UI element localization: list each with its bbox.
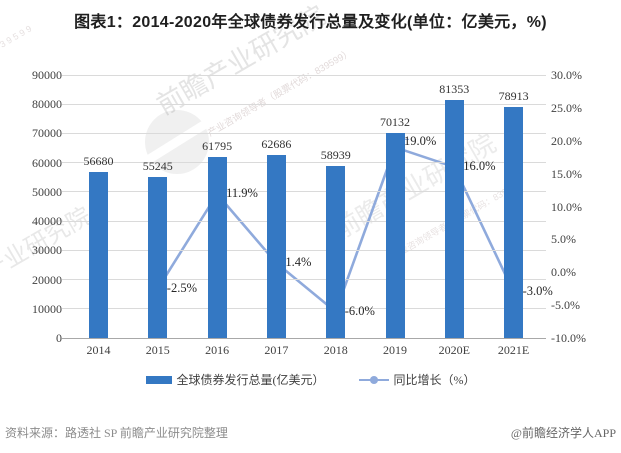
growth-value-label: -2.5% (166, 280, 197, 295)
y-axis-tick-left: 90000 (32, 68, 62, 82)
x-axis-label: 2014 (86, 343, 111, 357)
gridline (62, 132, 546, 134)
bar-2017 (266, 154, 286, 338)
legend-line-swatch-icon (358, 375, 389, 384)
legend: 全球债券发行总量(亿美元） 同比增长（%） (0, 371, 621, 388)
bar-2020E (444, 100, 464, 338)
legend-item-total-issuance: 全球债券发行总量(亿美元） (145, 371, 325, 388)
y-axis-tick-right: 0.0% (551, 265, 576, 280)
bar-value-label: 56680 (83, 154, 114, 169)
brand-credit-text: @前瞻经济学人APP (510, 426, 616, 440)
y-axis-tick-right: -5.0% (551, 298, 580, 313)
x-axis-label: 2019 (383, 343, 407, 357)
y-axis-tick-left: 60000 (32, 155, 62, 170)
data-source-text: 资料来源：路透社 SP 前瞻产业研究院整理 (5, 426, 228, 440)
growth-value-label: 1.4% (285, 255, 312, 270)
growth-value-label: -3.0% (522, 283, 553, 298)
x-axis-line (62, 337, 546, 339)
y-axis-tick-left: 20000 (32, 272, 62, 287)
x-axis-label: 2021E (497, 343, 530, 357)
bar-2021E (504, 107, 524, 338)
growth-value-label: 11.9% (226, 186, 258, 200)
y-axis-tick-right: 15.0% (551, 166, 582, 181)
legend-label-total-issuance: 全球债券发行总量(亿美元） (176, 373, 325, 387)
footer: 资料来源：路透社 SP 前瞻产业研究院整理 @前瞻经济学人APP (5, 424, 616, 441)
x-axis-label: 2015 (145, 343, 170, 357)
y-axis-tick-right: 30.0% (551, 68, 582, 82)
gridline (62, 162, 546, 164)
bar-2015 (148, 176, 168, 338)
gridline (62, 308, 546, 310)
chart-title: 图表1：2014-2020年全球债券发行总量及变化(单位：亿美元，%) (74, 14, 547, 31)
y-axis-tick-left: 70000 (32, 126, 62, 141)
y-axis-tick-right: 5.0% (551, 232, 576, 247)
bar-2018 (326, 165, 346, 338)
bar-value-label: 62686 (261, 136, 292, 151)
y-axis-tick-left: 80000 (32, 97, 62, 112)
growth-value-label: -6.0% (344, 303, 375, 318)
y-axis-tick-left: 40000 (32, 214, 62, 229)
y-axis-tick-right: 20.0% (551, 133, 582, 148)
bar-2019 (385, 133, 405, 338)
bar-2014 (89, 172, 108, 338)
y-axis-tick-left: 30000 (32, 243, 62, 258)
y-axis-tick-left: 50000 (32, 184, 62, 199)
y-axis-tick-left: 10000 (32, 301, 62, 316)
gridline (62, 249, 546, 251)
bar-2016 (207, 157, 227, 338)
legend-item-yoy-growth: 同比增长（%） (358, 371, 476, 388)
gridline (62, 103, 546, 105)
y-axis-tick-right: 25.0% (551, 100, 582, 115)
y-axis-tick-left: 0 (56, 331, 62, 345)
bar-value-label: 55245 (142, 158, 173, 173)
legend-bar-swatch-icon (145, 375, 172, 384)
y-axis-tick-right: 10.0% (551, 199, 582, 214)
x-axis-label: 2016 (205, 343, 230, 357)
bar-value-label: 61795 (202, 139, 233, 154)
x-axis-label: 2018 (323, 343, 348, 357)
bar-value-label: 81353 (439, 82, 470, 97)
gridline (62, 279, 546, 281)
x-axis-label: 2017 (264, 343, 289, 357)
growth-line-layer (153, 138, 519, 317)
gridline (62, 220, 546, 222)
gridline (62, 74, 546, 76)
x-axis-label: 2020E (438, 343, 470, 357)
growth-value-label: 19.0% (404, 134, 437, 149)
gridline (62, 191, 546, 193)
bar-value-label: 78913 (498, 89, 529, 104)
y-axis-tick-right: -10.0% (551, 331, 586, 345)
bar-value-label: 70132 (380, 115, 410, 130)
bar-value-label: 58939 (320, 147, 351, 162)
legend-label-yoy-growth: 同比增长（%） (393, 373, 476, 387)
growth-value-label: 16.0% (463, 159, 496, 174)
